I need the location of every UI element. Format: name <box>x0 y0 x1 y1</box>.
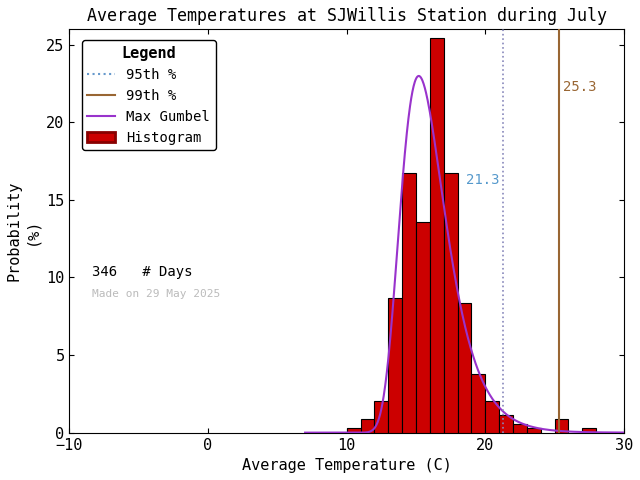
Legend: 95th %, 99th %, Max Gumbel, Histogram: 95th %, 99th %, Max Gumbel, Histogram <box>82 40 216 150</box>
Bar <box>416 222 430 432</box>
Bar <box>444 173 458 432</box>
Bar <box>472 374 485 432</box>
Bar <box>555 419 568 432</box>
Bar <box>347 428 360 432</box>
Bar <box>485 401 499 432</box>
Text: 25.3: 25.3 <box>563 80 596 95</box>
Bar <box>388 298 402 432</box>
Bar <box>499 415 513 432</box>
Bar <box>458 302 472 432</box>
X-axis label: Average Temperature (C): Average Temperature (C) <box>242 458 452 473</box>
Text: 346   # Days: 346 # Days <box>92 265 192 279</box>
Bar <box>430 38 444 432</box>
Text: Made on 29 May 2025: Made on 29 May 2025 <box>92 289 220 300</box>
Bar <box>402 173 416 432</box>
Title: Average Temperatures at SJWillis Station during July: Average Temperatures at SJWillis Station… <box>86 7 607 25</box>
Text: 21.3: 21.3 <box>466 173 499 187</box>
Bar <box>374 401 388 432</box>
Bar <box>582 428 596 432</box>
Y-axis label: Probability
(%): Probability (%) <box>7 181 39 281</box>
Bar <box>527 428 541 432</box>
Bar <box>360 419 374 432</box>
Bar <box>513 424 527 432</box>
